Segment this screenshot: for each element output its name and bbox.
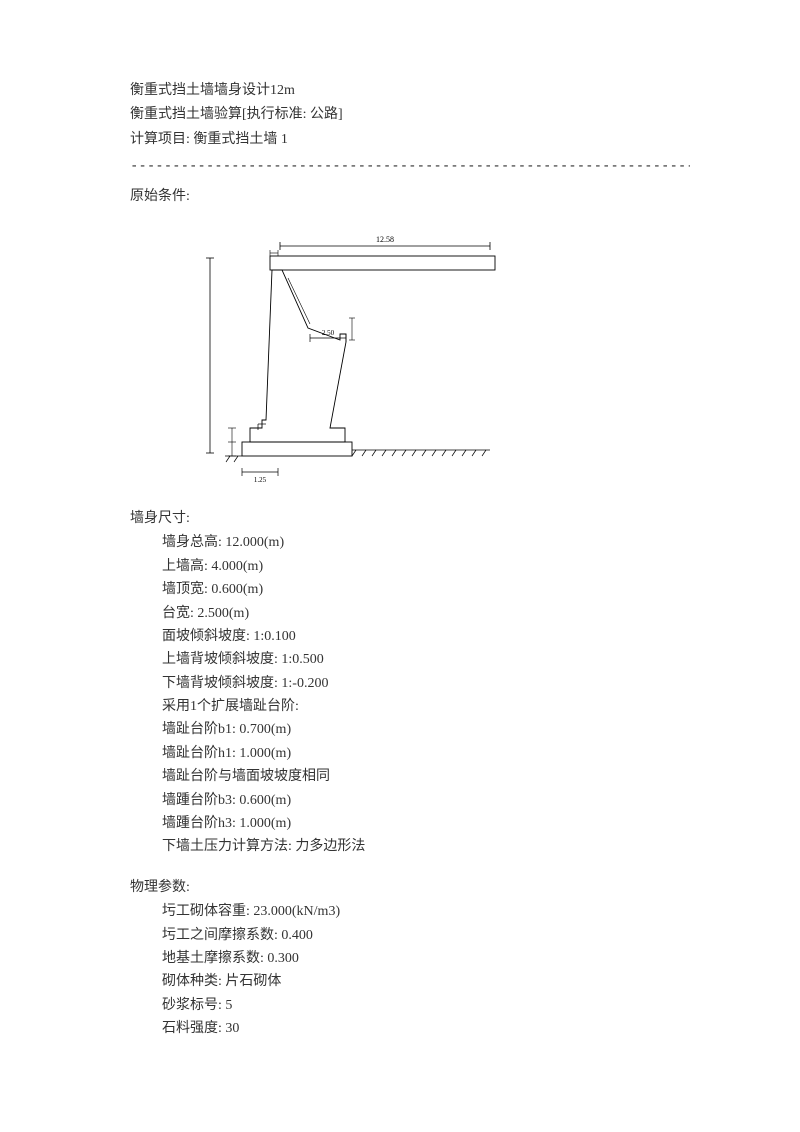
phys-title: 物理参数: <box>130 877 690 899</box>
phys-list: 圬工砌体容重: 23.000(kN/m3)圬工之间摩擦系数: 0.400地基土摩… <box>130 901 690 1040</box>
dims-item: 采用1个扩展墙趾台阶: <box>162 696 690 718</box>
dims-item: 墙踵台阶h3: 1.000(m) <box>162 813 690 835</box>
dims-title: 墙身尺寸: <box>130 508 690 530</box>
dims-item: 墙踵台阶b3: 0.600(m) <box>162 790 690 812</box>
dims-item: 墙趾台阶b1: 0.700(m) <box>162 719 690 741</box>
dims-item: 墙身总高: 12.000(m) <box>162 532 690 554</box>
document-page: 衡重式挡土墙墙身设计12m 衡重式挡土墙验算[执行标准: 公路] 计算项目: 衡… <box>0 0 800 1082</box>
phys-item: 圬工之间摩擦系数: 0.400 <box>162 925 690 947</box>
ground-hatch-right <box>352 450 490 456</box>
dims-item: 上墙高: 4.000(m) <box>162 556 690 578</box>
phys-item: 砂浆标号: 5 <box>162 995 690 1017</box>
dims-item: 墙趾台阶与墙面坡坡度相同 <box>162 766 690 788</box>
phys-item: 石料强度: 30 <box>162 1018 690 1040</box>
ground-hatch-left <box>225 456 242 462</box>
title-line-3: 计算项目: 衡重式挡土墙 1 <box>130 129 690 151</box>
cap-slab <box>270 256 495 270</box>
dims-item: 上墙背坡倾斜坡度: 1:0.500 <box>162 649 690 671</box>
dims-item: 墙趾台阶h1: 1.000(m) <box>162 743 690 765</box>
dim-top-label: 12.58 <box>376 235 394 244</box>
dim-bottom-label: 1.25 <box>254 476 267 484</box>
dims-item: 面坡倾斜坡度: 1:0.100 <box>162 626 690 648</box>
title-line-2: 衡重式挡土墙验算[执行标准: 公路] <box>130 104 690 126</box>
dims-item: 下墙背坡倾斜坡度: 1:-0.200 <box>162 673 690 695</box>
dims-list: 墙身总高: 12.000(m)上墙高: 4.000(m)墙顶宽: 0.600(m… <box>130 532 690 858</box>
dims-item: 台宽: 2.500(m) <box>162 603 690 625</box>
title-line-1: 衡重式挡土墙墙身设计12m <box>130 80 690 102</box>
wall-diagram: 12.58 <box>170 228 690 488</box>
dim-shelf-label: 2.50 <box>322 329 335 337</box>
divider-line: ----------------------------------------… <box>130 155 690 177</box>
dims-item: 墙顶宽: 0.600(m) <box>162 579 690 601</box>
phys-item: 砌体种类: 片石砌体 <box>162 971 690 993</box>
conditions-title: 原始条件: <box>130 186 690 208</box>
wall-profile <box>250 270 346 442</box>
dims-item: 下墙土压力计算方法: 力多边形法 <box>162 836 690 858</box>
footing <box>242 442 352 456</box>
phys-item: 圬工砌体容重: 23.000(kN/m3) <box>162 901 690 923</box>
phys-item: 地基土摩擦系数: 0.300 <box>162 948 690 970</box>
